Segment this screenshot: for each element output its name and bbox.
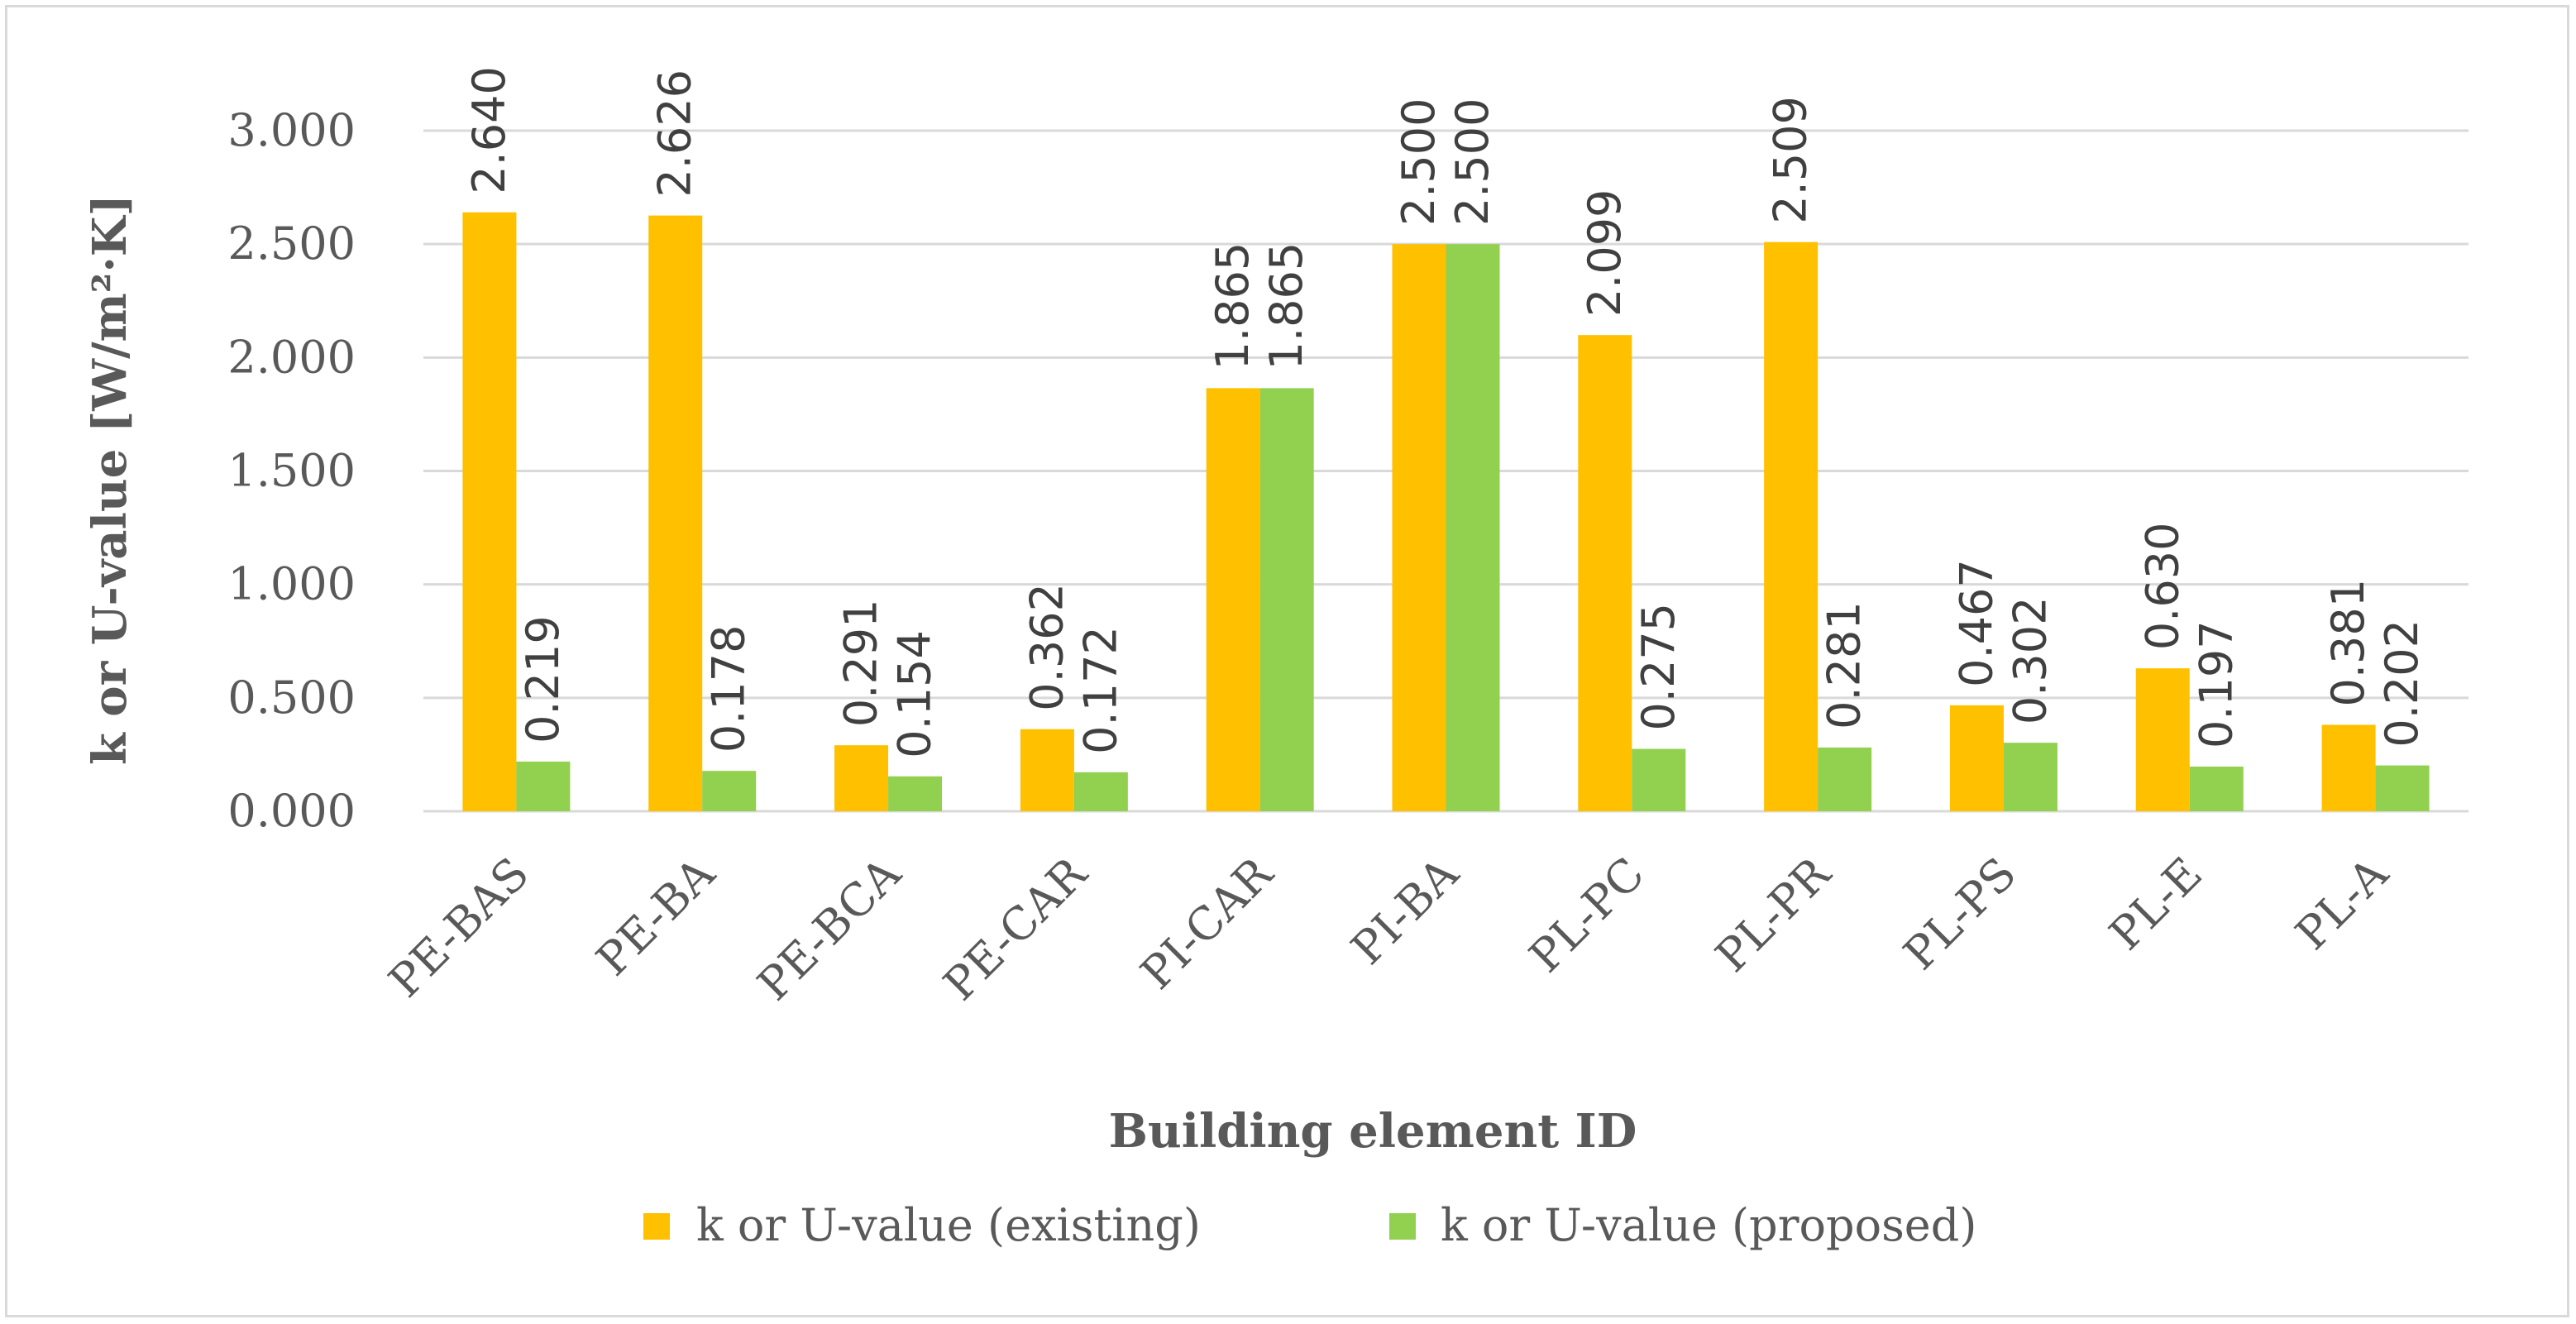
y-tick-label: 1.000 — [227, 558, 356, 610]
legend-label-proposed: k or U-value (proposed) — [1441, 1199, 1976, 1251]
bar-proposed — [1446, 244, 1500, 812]
y-tick-label: 2.000 — [227, 331, 356, 383]
bar-existing — [1392, 244, 1446, 812]
data-label-proposed: 0.281 — [1818, 601, 1871, 729]
data-label-proposed: 0.154 — [889, 630, 941, 758]
x-axis-categories: PE-BAS PE-BA PE-BCA PE-CAR PI-CAR PI-BA PL-PC P… — [379, 847, 2398, 1011]
x-category-label: PL-PC — [1519, 848, 1654, 982]
data-label-proposed: 0.219 — [517, 615, 569, 743]
legend-swatch-existing — [643, 1213, 670, 1240]
data-label-proposed: 0.197 — [2190, 620, 2242, 748]
legend-swatch-proposed — [1389, 1213, 1416, 1240]
y-tick-label: 0.000 — [227, 785, 356, 837]
bar-proposed — [702, 771, 757, 811]
bar-proposed — [1818, 747, 1872, 811]
x-axis-title: Building element ID — [1109, 1104, 1637, 1159]
data-label-existing: 2.626 — [649, 69, 701, 198]
data-labels: 2.640 0.219 2.626 0.178 0.291 0.154 0.362 0.172… — [463, 66, 2428, 758]
x-category-label: PL-PS — [1894, 848, 2026, 980]
x-category-label: PE-CAR — [934, 847, 1097, 1011]
bars — [462, 212, 2430, 812]
bar-existing — [1206, 388, 1260, 811]
data-label-proposed: 0.202 — [2376, 619, 2428, 748]
data-label-existing: 0.467 — [1950, 559, 2002, 687]
x-category-label: PE-BAS — [379, 848, 539, 1008]
bar-proposed — [888, 776, 943, 811]
bar-proposed — [516, 761, 571, 811]
bar-proposed — [2003, 743, 2057, 811]
x-category-label: PI-CAR — [1130, 847, 1283, 1000]
data-label-proposed: 2.500 — [1446, 98, 1498, 227]
bar-proposed — [1632, 748, 1686, 811]
legend-label-existing: k or U-value (existing) — [696, 1199, 1201, 1251]
bar-proposed — [2375, 765, 2430, 811]
x-category-label: PL-A — [2286, 847, 2399, 960]
data-label-proposed: 0.275 — [1632, 603, 1685, 731]
bar-proposed — [1073, 772, 1128, 811]
bar-existing — [1578, 335, 1632, 812]
y-axis-title: k or U-value [W/m²·K] — [83, 194, 137, 765]
data-label-existing: 0.381 — [2322, 579, 2374, 707]
x-category-label: PI-BA — [1341, 847, 1470, 975]
data-label-existing: 2.500 — [1393, 98, 1445, 227]
bar-proposed — [1259, 388, 1314, 811]
x-category-label: PL-E — [2100, 848, 2212, 960]
y-tick-label: 0.500 — [227, 672, 356, 724]
y-tick-label: 2.500 — [227, 217, 356, 270]
y-axis-ticks: 0.000 0.500 1.000 1.500 2.000 2.500 3.000 — [227, 104, 356, 837]
bar-existing — [648, 215, 703, 811]
bar-existing — [2135, 668, 2190, 811]
legend: k or U-value (existing) k or U-value (pr… — [643, 1199, 1976, 1251]
data-label-proposed: 0.172 — [1074, 626, 1126, 754]
data-label-existing: 0.291 — [835, 600, 887, 728]
data-label-existing: 0.362 — [1020, 583, 1073, 711]
data-label-existing: 0.630 — [2136, 523, 2188, 651]
bar-existing — [1949, 705, 2004, 811]
x-category-label: PL-PR — [1705, 847, 1841, 982]
data-label-existing: 2.640 — [463, 66, 515, 194]
bar-existing — [1020, 729, 1074, 811]
data-label-proposed: 1.865 — [1260, 242, 1312, 370]
y-tick-label: 3.000 — [227, 104, 356, 156]
x-category-label: PE-BA — [586, 847, 725, 986]
bar-existing — [834, 745, 889, 811]
y-tick-label: 1.500 — [227, 445, 356, 497]
data-label-existing: 2.099 — [1579, 189, 1631, 318]
bar-existing — [462, 212, 517, 811]
data-label-proposed: 0.302 — [2004, 597, 2056, 725]
data-label-existing: 1.865 — [1207, 242, 1259, 370]
x-category-label: PE-BCA — [748, 847, 911, 1011]
data-label-proposed: 0.178 — [703, 625, 755, 753]
bar-existing — [1764, 241, 1818, 812]
data-label-existing: 2.509 — [1765, 96, 1817, 224]
bar-existing — [2321, 724, 2376, 811]
bar-proposed — [2189, 766, 2244, 811]
